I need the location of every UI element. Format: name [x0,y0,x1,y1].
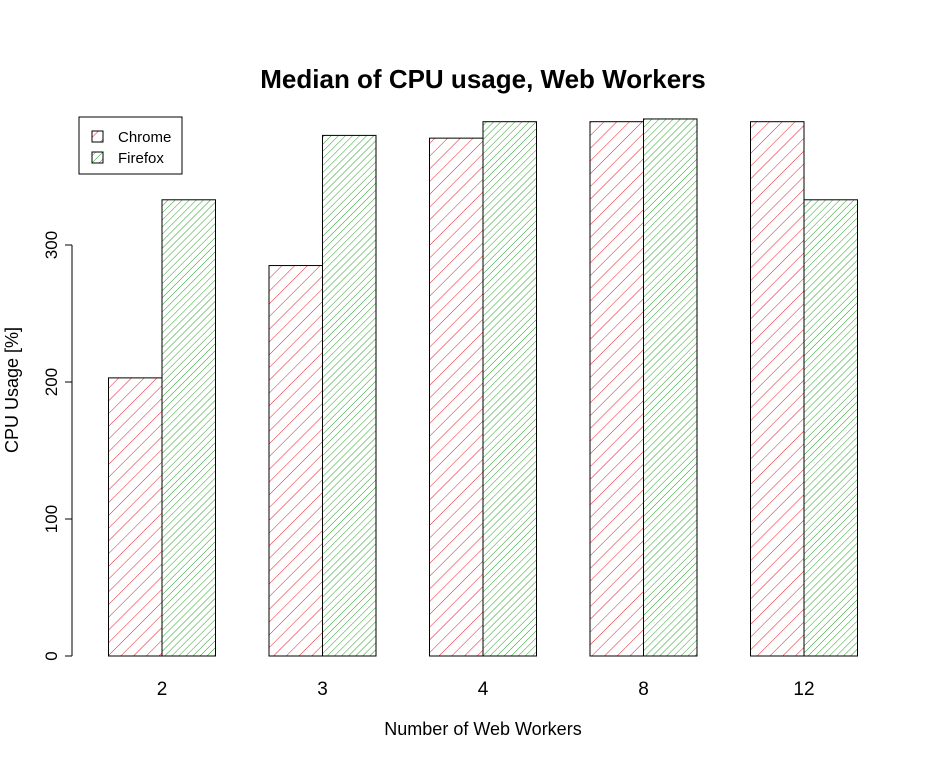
bar-firefox-8 [643,118,698,657]
bar-chrome-8 [589,121,644,657]
legend-label-chrome: Chrome [118,129,171,146]
x-tick-label: 4 [478,679,489,700]
y-tick-label: 0 [42,651,61,660]
bar-chrome-12 [750,121,805,657]
x-axis-label: Number of Web Workers [384,719,581,739]
x-tick-labels: 2 3 4 8 12 [157,679,815,700]
y-axis-label: CPU Usage [%] [2,327,22,453]
x-tick-label: 12 [793,679,814,700]
y-tick-label: 300 [42,231,61,259]
bar-firefox-4 [482,121,537,657]
chart-title: Median of CPU usage, Web Workers [260,64,705,94]
x-tick-label: 8 [638,679,649,700]
x-tick-label: 2 [157,679,168,700]
y-tick-label: 200 [42,368,61,396]
legend: Chrome Firefox [78,116,183,175]
bar-chrome-3 [268,265,323,657]
bar-chrome-2 [108,377,163,657]
y-axis: 0 100 200 300 [42,231,73,661]
legend-box [78,116,183,175]
bar-firefox-3 [322,134,377,657]
bar-firefox-12 [803,199,858,657]
y-tick-label: 100 [42,505,61,533]
legend-label-firefox: Firefox [118,150,164,167]
bars-group [108,118,858,657]
legend-swatch-firefox [91,151,104,164]
x-tick-label: 3 [317,679,328,700]
bar-chrome-4 [429,137,484,657]
legend-swatch-chrome [91,130,104,143]
bar-firefox-2 [161,199,216,657]
